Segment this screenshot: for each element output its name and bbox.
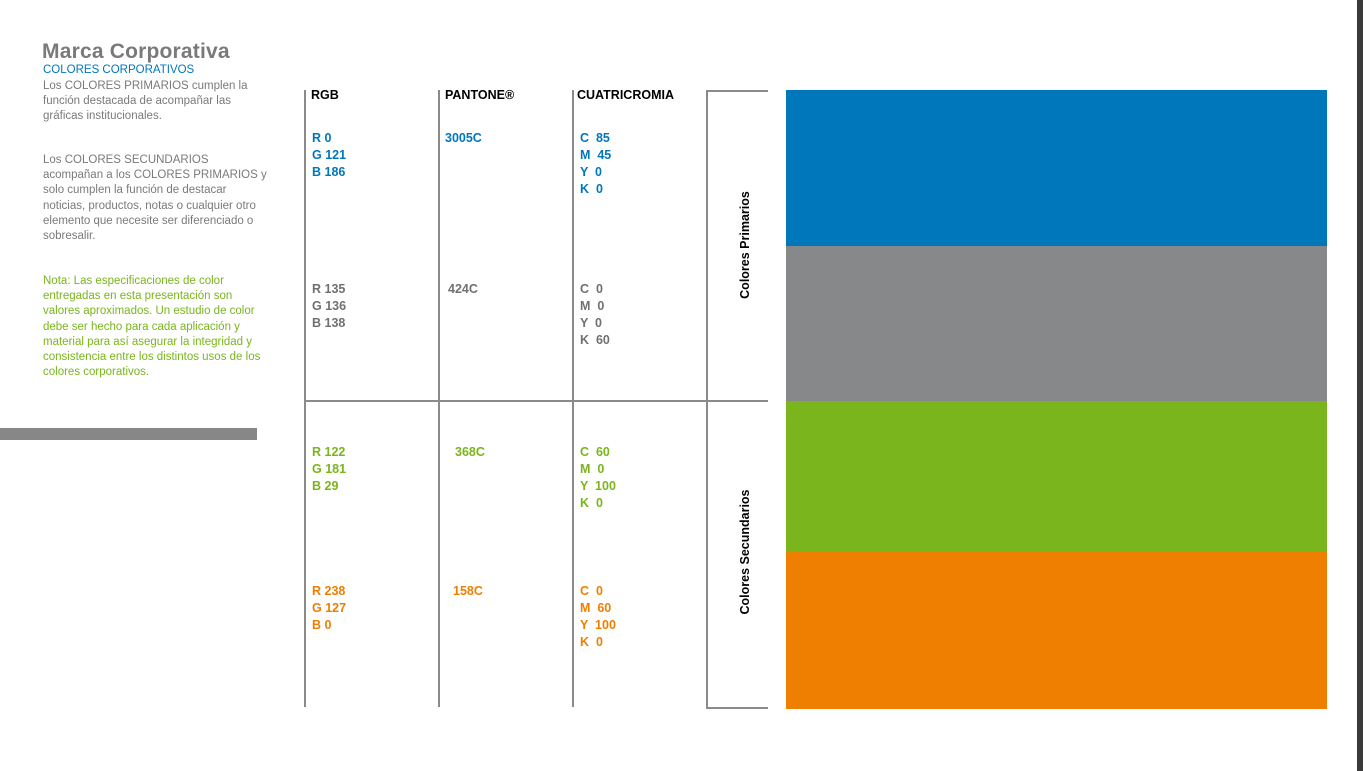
table-divider [438, 90, 440, 707]
pantone-column-header: PANTONE® [445, 88, 515, 102]
color-note: Nota: Las especificaciones de color entr… [43, 275, 261, 379]
color-swatch-green [786, 401, 1327, 552]
page-subtitle: COLORES CORPORATIVOS [43, 64, 195, 76]
color-swatch-blue [786, 90, 1327, 246]
pantone-value: 158C [453, 584, 483, 598]
page-title: Marca Corporativa [42, 40, 230, 63]
rgb-values: R 122 G 181 B 29 [312, 445, 347, 493]
table-divider [304, 400, 768, 402]
table-divider [572, 90, 574, 707]
rgb-values: R 238 G 127 B 0 [312, 584, 347, 632]
decorative-bar [0, 428, 257, 440]
table-divider [706, 707, 768, 709]
rgb-values: R 135 G 136 B 138 [312, 282, 347, 330]
pantone-value: 3005C [445, 131, 482, 145]
page-right-border [1357, 0, 1363, 771]
color-swatch-orange [786, 552, 1327, 709]
primary-colors-label: Colores Primarios [738, 191, 752, 299]
color-swatch-gray [786, 246, 1327, 401]
table-divider [706, 90, 768, 92]
pantone-value: 368C [455, 445, 485, 459]
cmyk-column-header: CUATRICROMIA [577, 88, 674, 102]
table-divider [706, 90, 708, 708]
primary-colors-description: Los COLORES PRIMARIOS cumplen la función… [43, 80, 248, 123]
secondary-colors-description: Los COLORES SECUNDARIOS acompañan a los … [43, 154, 267, 243]
pantone-value: 424C [448, 282, 478, 296]
secondary-colors-label: Colores Secundarios [738, 489, 752, 615]
table-divider [304, 90, 306, 707]
rgb-column-header: RGB [311, 88, 339, 102]
